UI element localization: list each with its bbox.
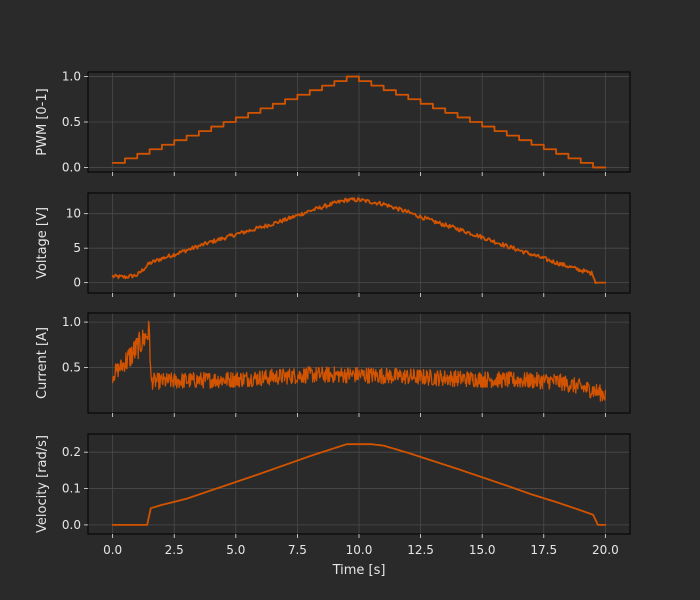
- x-tick-label: 10.0: [346, 543, 373, 557]
- y-axis-label: Velocity [rad/s]: [35, 435, 50, 533]
- x-axis-label: Time [s]: [332, 563, 386, 578]
- y-tick-label: 10: [66, 207, 81, 221]
- series-line-velocity: [111, 443, 607, 526]
- series-line-voltage: [111, 197, 607, 285]
- y-tick-label: 1.0: [62, 70, 81, 84]
- x-tick-label: 7.5: [288, 543, 307, 557]
- y-tick-label: 5: [73, 241, 81, 255]
- y-tick-label: 0.5: [62, 361, 81, 375]
- x-tick-label: 15.0: [469, 543, 496, 557]
- x-tick-label: 20.0: [592, 543, 619, 557]
- panel-velocity: 0.0 0.1 0.2 Velocity [rad/s] 0.0 2.5 5.0 7.5 10.…: [35, 433, 631, 578]
- x-tick-label: 5.0: [226, 543, 245, 557]
- y-tick-label: 0: [73, 276, 81, 290]
- x-tick-label: 17.5: [530, 543, 557, 557]
- y-tick-label: 1.0: [62, 315, 81, 329]
- y-axis-label: PWM [0-1]: [35, 88, 50, 155]
- y-axis-label: Voltage [V]: [35, 207, 50, 279]
- x-tick-label: 12.5: [407, 543, 434, 557]
- x-tick-label: 0.0: [103, 543, 122, 557]
- y-tick-label: 0.2: [62, 445, 81, 459]
- y-tick-label: 0.0: [62, 518, 81, 532]
- y-axis-label: Current [A]: [35, 327, 50, 399]
- series-line-current: [111, 320, 607, 402]
- panel-voltage: 0 5 10 Voltage [V]: [35, 192, 631, 297]
- y-tick-label: 0.1: [62, 482, 81, 496]
- series-line-pwm: [111, 75, 607, 169]
- y-tick-label: 0.0: [62, 160, 81, 174]
- y-tick-label: 0.5: [62, 115, 81, 129]
- x-tick-label: 2.5: [165, 543, 184, 557]
- panel-current: 0.5 1.0 Current [A]: [35, 312, 631, 417]
- panel-pwm: 0.0 0.5 1.0 PWM [0-1]: [35, 70, 631, 176]
